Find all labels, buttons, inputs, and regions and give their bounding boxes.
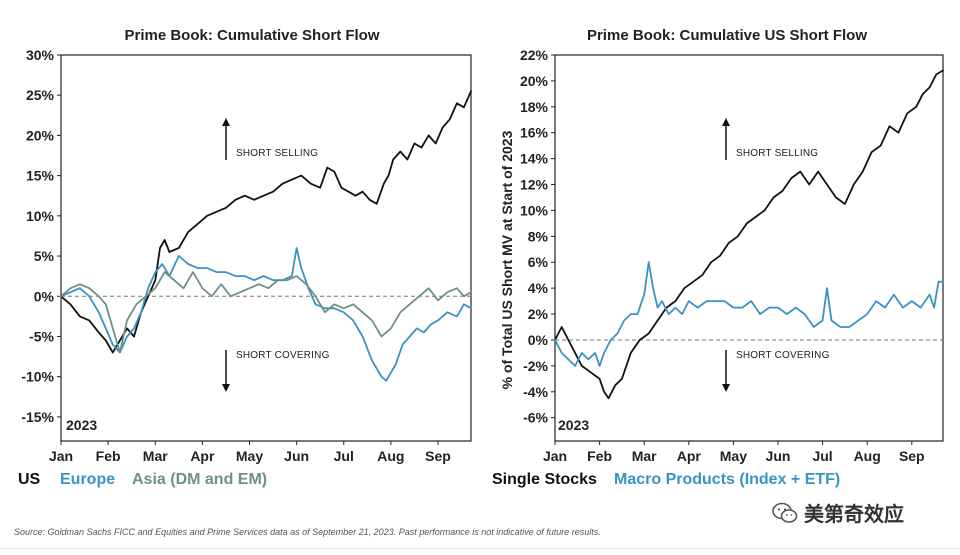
down-arrowhead-icon bbox=[722, 384, 730, 392]
y-tick-label: -5% bbox=[29, 328, 54, 344]
x-tick-label: Jul bbox=[334, 448, 354, 464]
chart-left-frame bbox=[60, 54, 472, 442]
y-tick-label: -6% bbox=[523, 410, 548, 426]
x-tick-label: Mar bbox=[632, 448, 657, 464]
y-tick-label: 22% bbox=[520, 47, 549, 63]
y-tick-label: 0% bbox=[528, 332, 549, 348]
x-tick-label: Jan bbox=[543, 448, 567, 464]
x-tick-label: Sep bbox=[899, 448, 925, 464]
short-selling-label: SHORT SELLING bbox=[236, 148, 318, 159]
x-tick-label: May bbox=[236, 448, 263, 464]
x-tick-label: May bbox=[720, 448, 747, 464]
legend-europe: Europe bbox=[60, 471, 115, 488]
x-tick-label: Feb bbox=[96, 448, 121, 464]
y-tick-label: -10% bbox=[21, 369, 54, 385]
wechat-icon bbox=[772, 502, 798, 523]
series-line-asia-dm-and-em bbox=[60, 271, 472, 354]
down-arrowhead-icon bbox=[222, 384, 230, 392]
y-tick-label: 30% bbox=[26, 47, 55, 63]
chart-left-short-covering-annotation: SHORT COVERING bbox=[222, 350, 330, 392]
watermark-text: 美第奇效应 bbox=[804, 502, 904, 526]
short-covering-label: SHORT COVERING bbox=[736, 350, 830, 361]
watermark: 美第奇效应 bbox=[772, 498, 904, 527]
chart-left-legend: US Europe Asia (DM and EM) bbox=[18, 471, 267, 488]
x-tick-label: Jun bbox=[284, 448, 309, 464]
x-tick-label: Mar bbox=[143, 448, 168, 464]
up-arrowhead-icon bbox=[222, 118, 230, 126]
x-tick-label: Jan bbox=[49, 448, 73, 464]
chart-right: Prime Book: Cumulative US Short Flow % o… bbox=[492, 27, 944, 488]
chart-left-short-selling-annotation: SHORT SELLING bbox=[222, 118, 318, 160]
x-tick-label: Apr bbox=[677, 448, 702, 464]
y-tick-label: 20% bbox=[26, 127, 55, 143]
chart-right-ylabel: % of Total US Short MV at Start of 2023 bbox=[499, 130, 515, 389]
short-covering-label: SHORT COVERING bbox=[236, 350, 330, 361]
chart-right-short-selling-annotation: SHORT SELLING bbox=[722, 118, 818, 160]
y-tick-label: 8% bbox=[528, 228, 549, 244]
legend-us: US bbox=[18, 471, 41, 488]
chart-left-year-label: 2023 bbox=[66, 417, 97, 433]
y-tick-label: 10% bbox=[520, 202, 549, 218]
y-tick-label: 5% bbox=[34, 248, 55, 264]
y-tick-label: 18% bbox=[520, 99, 549, 115]
x-tick-label: Jun bbox=[766, 448, 791, 464]
x-tick-label: Aug bbox=[854, 448, 881, 464]
y-tick-label: 14% bbox=[520, 151, 549, 167]
y-tick-label: 10% bbox=[26, 208, 55, 224]
source-note: Source: Goldman Sachs FICC and Equities … bbox=[14, 527, 601, 537]
chart-left: Prime Book: Cumulative Short Flow 30% 25%… bbox=[18, 27, 472, 488]
chart-right-short-covering-annotation: SHORT COVERING bbox=[722, 350, 830, 392]
legend-macro-products: Macro Products (Index + ETF) bbox=[614, 471, 840, 488]
y-tick-label: 20% bbox=[520, 73, 549, 89]
chart-right-title: Prime Book: Cumulative US Short Flow bbox=[587, 27, 867, 44]
y-tick-label: 16% bbox=[520, 125, 549, 141]
y-tick-label: 4% bbox=[528, 280, 549, 296]
y-tick-label: -2% bbox=[523, 358, 548, 374]
chart-right-year-label: 2023 bbox=[558, 417, 589, 433]
short-selling-label: SHORT SELLING bbox=[736, 148, 818, 159]
series-line-us bbox=[60, 90, 472, 354]
y-tick-label: -4% bbox=[523, 384, 548, 400]
y-tick-label: 15% bbox=[26, 168, 55, 184]
y-tick-label: 2% bbox=[528, 306, 549, 322]
chart-right-legend: Single Stocks Macro Products (Index + ET… bbox=[492, 471, 840, 488]
y-tick-label: 6% bbox=[528, 254, 549, 270]
chart-left-title: Prime Book: Cumulative Short Flow bbox=[124, 27, 379, 44]
chart-right-frame bbox=[554, 54, 944, 442]
x-tick-label: Feb bbox=[587, 448, 612, 464]
bottom-divider bbox=[0, 548, 960, 549]
y-tick-label: 0% bbox=[34, 288, 55, 304]
y-tick-label: 12% bbox=[520, 177, 549, 193]
chart-left-plot-area: 30% 25% 20% 15% 10% 5% 0% -5% -10% -15% Jan Feb Mar… bbox=[21, 47, 472, 464]
x-tick-label: Apr bbox=[190, 448, 215, 464]
chart-right-plot-area: 22% 20% 18% 16% 14% 12% 10% 8% 6% 4% 2% 0% -2% -4% -6%… bbox=[520, 47, 944, 464]
x-tick-label: Sep bbox=[425, 448, 451, 464]
legend-single-stocks: Single Stocks bbox=[492, 471, 597, 488]
x-tick-label: Jul bbox=[812, 448, 832, 464]
up-arrowhead-icon bbox=[722, 118, 730, 126]
series-line-macro-products-index-etf bbox=[554, 261, 944, 367]
y-tick-label: 25% bbox=[26, 87, 55, 103]
series-line-single-stocks bbox=[554, 69, 944, 400]
y-tick-label: -15% bbox=[21, 409, 54, 425]
x-tick-label: Aug bbox=[377, 448, 404, 464]
legend-asia: Asia (DM and EM) bbox=[132, 471, 267, 488]
